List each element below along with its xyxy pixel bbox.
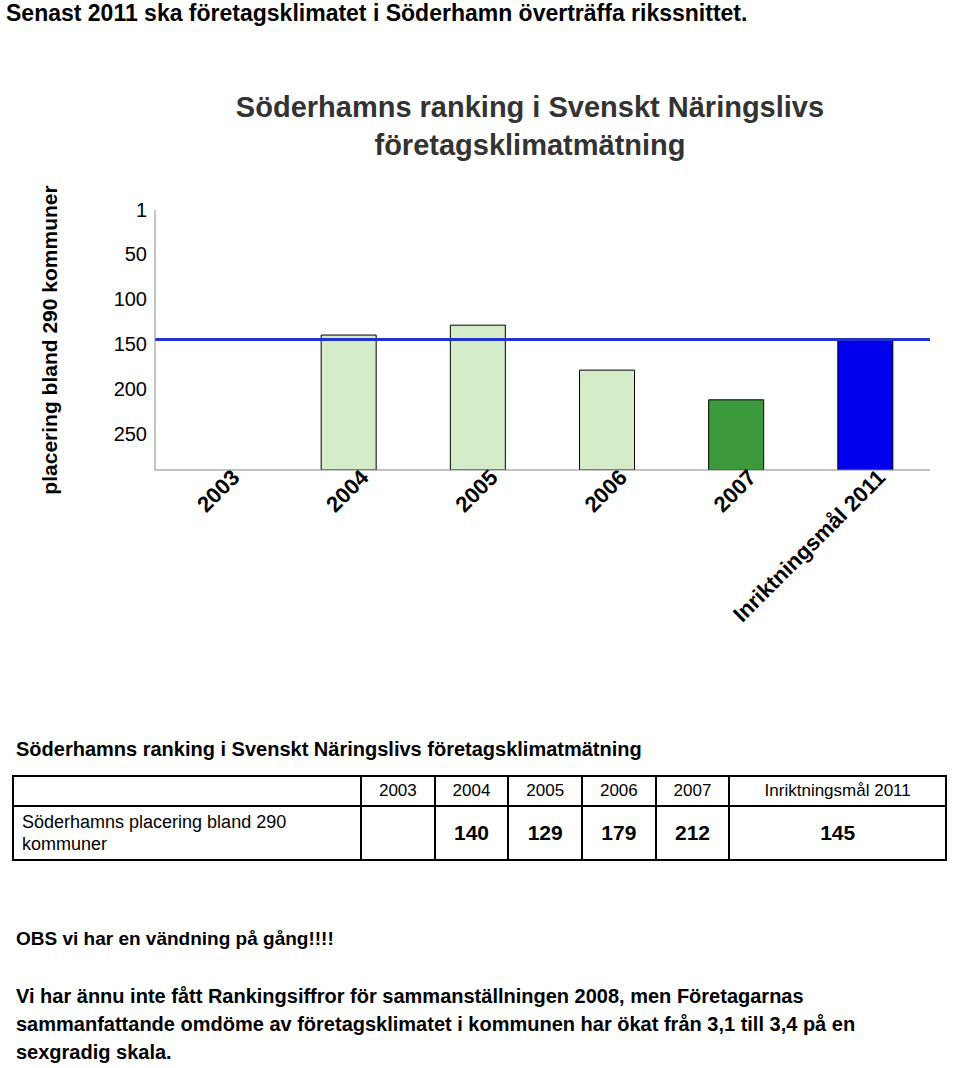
svg-text:1: 1 [136, 199, 147, 221]
html-text:OBS vi har en vändning på gång: OBS vi har en vändning på gång!!!! [16, 928, 334, 949]
html-text:Senast 2011 ska företagsklimat: Senast 2011 ska företagsklimatet i Söder… [6, 0, 748, 26]
html-text:2007: 2007 [673, 781, 712, 800]
html-text:212: 212 [675, 821, 710, 844]
html-text:Vi har ännu inte fått Rankings: Vi har ännu inte fått Rankingsiffror för… [16, 985, 856, 1063]
svg-text:2004: 2004 [321, 464, 374, 517]
svg-text:Inriktningsmål 2011: Inriktningsmål 2011 [728, 465, 890, 627]
svg-text:placering bland 290 kommuner: placering bland 290 kommuner [38, 185, 61, 494]
svg-text:2005: 2005 [450, 465, 502, 517]
html-text:140: 140 [454, 821, 489, 844]
html-text:Söderhamns ranking i Svenskt N: Söderhamns ranking i Svenskt Näringslivs… [235, 91, 825, 161]
svg-text:2006: 2006 [580, 465, 632, 517]
svg-text:250: 250 [114, 423, 147, 445]
svg-text:200: 200 [114, 378, 147, 400]
html-text:2006: 2006 [599, 781, 638, 800]
svg-text:100: 100 [114, 288, 147, 310]
html-text:2004: 2004 [452, 781, 491, 800]
html-text:Inriktningsmål 2011: Inriktningsmål 2011 [764, 781, 911, 800]
svg-text:50: 50 [125, 243, 147, 265]
html-text:145: 145 [820, 821, 856, 844]
html-text:179: 179 [601, 821, 637, 844]
svg-text:150: 150 [114, 333, 147, 355]
svg-text:2003: 2003 [192, 465, 244, 517]
html-text:129: 129 [527, 821, 563, 844]
html-text:Söderhamns placering bland 290: Söderhamns placering bland 290 kommuner [22, 812, 287, 854]
html-text:2003: 2003 [378, 781, 417, 800]
html-text:2005: 2005 [526, 781, 565, 800]
html-text:Söderhamns ranking i Svenskt N: Söderhamns ranking i Svenskt Näringslivs… [16, 738, 642, 760]
svg-text:2007: 2007 [709, 465, 761, 517]
